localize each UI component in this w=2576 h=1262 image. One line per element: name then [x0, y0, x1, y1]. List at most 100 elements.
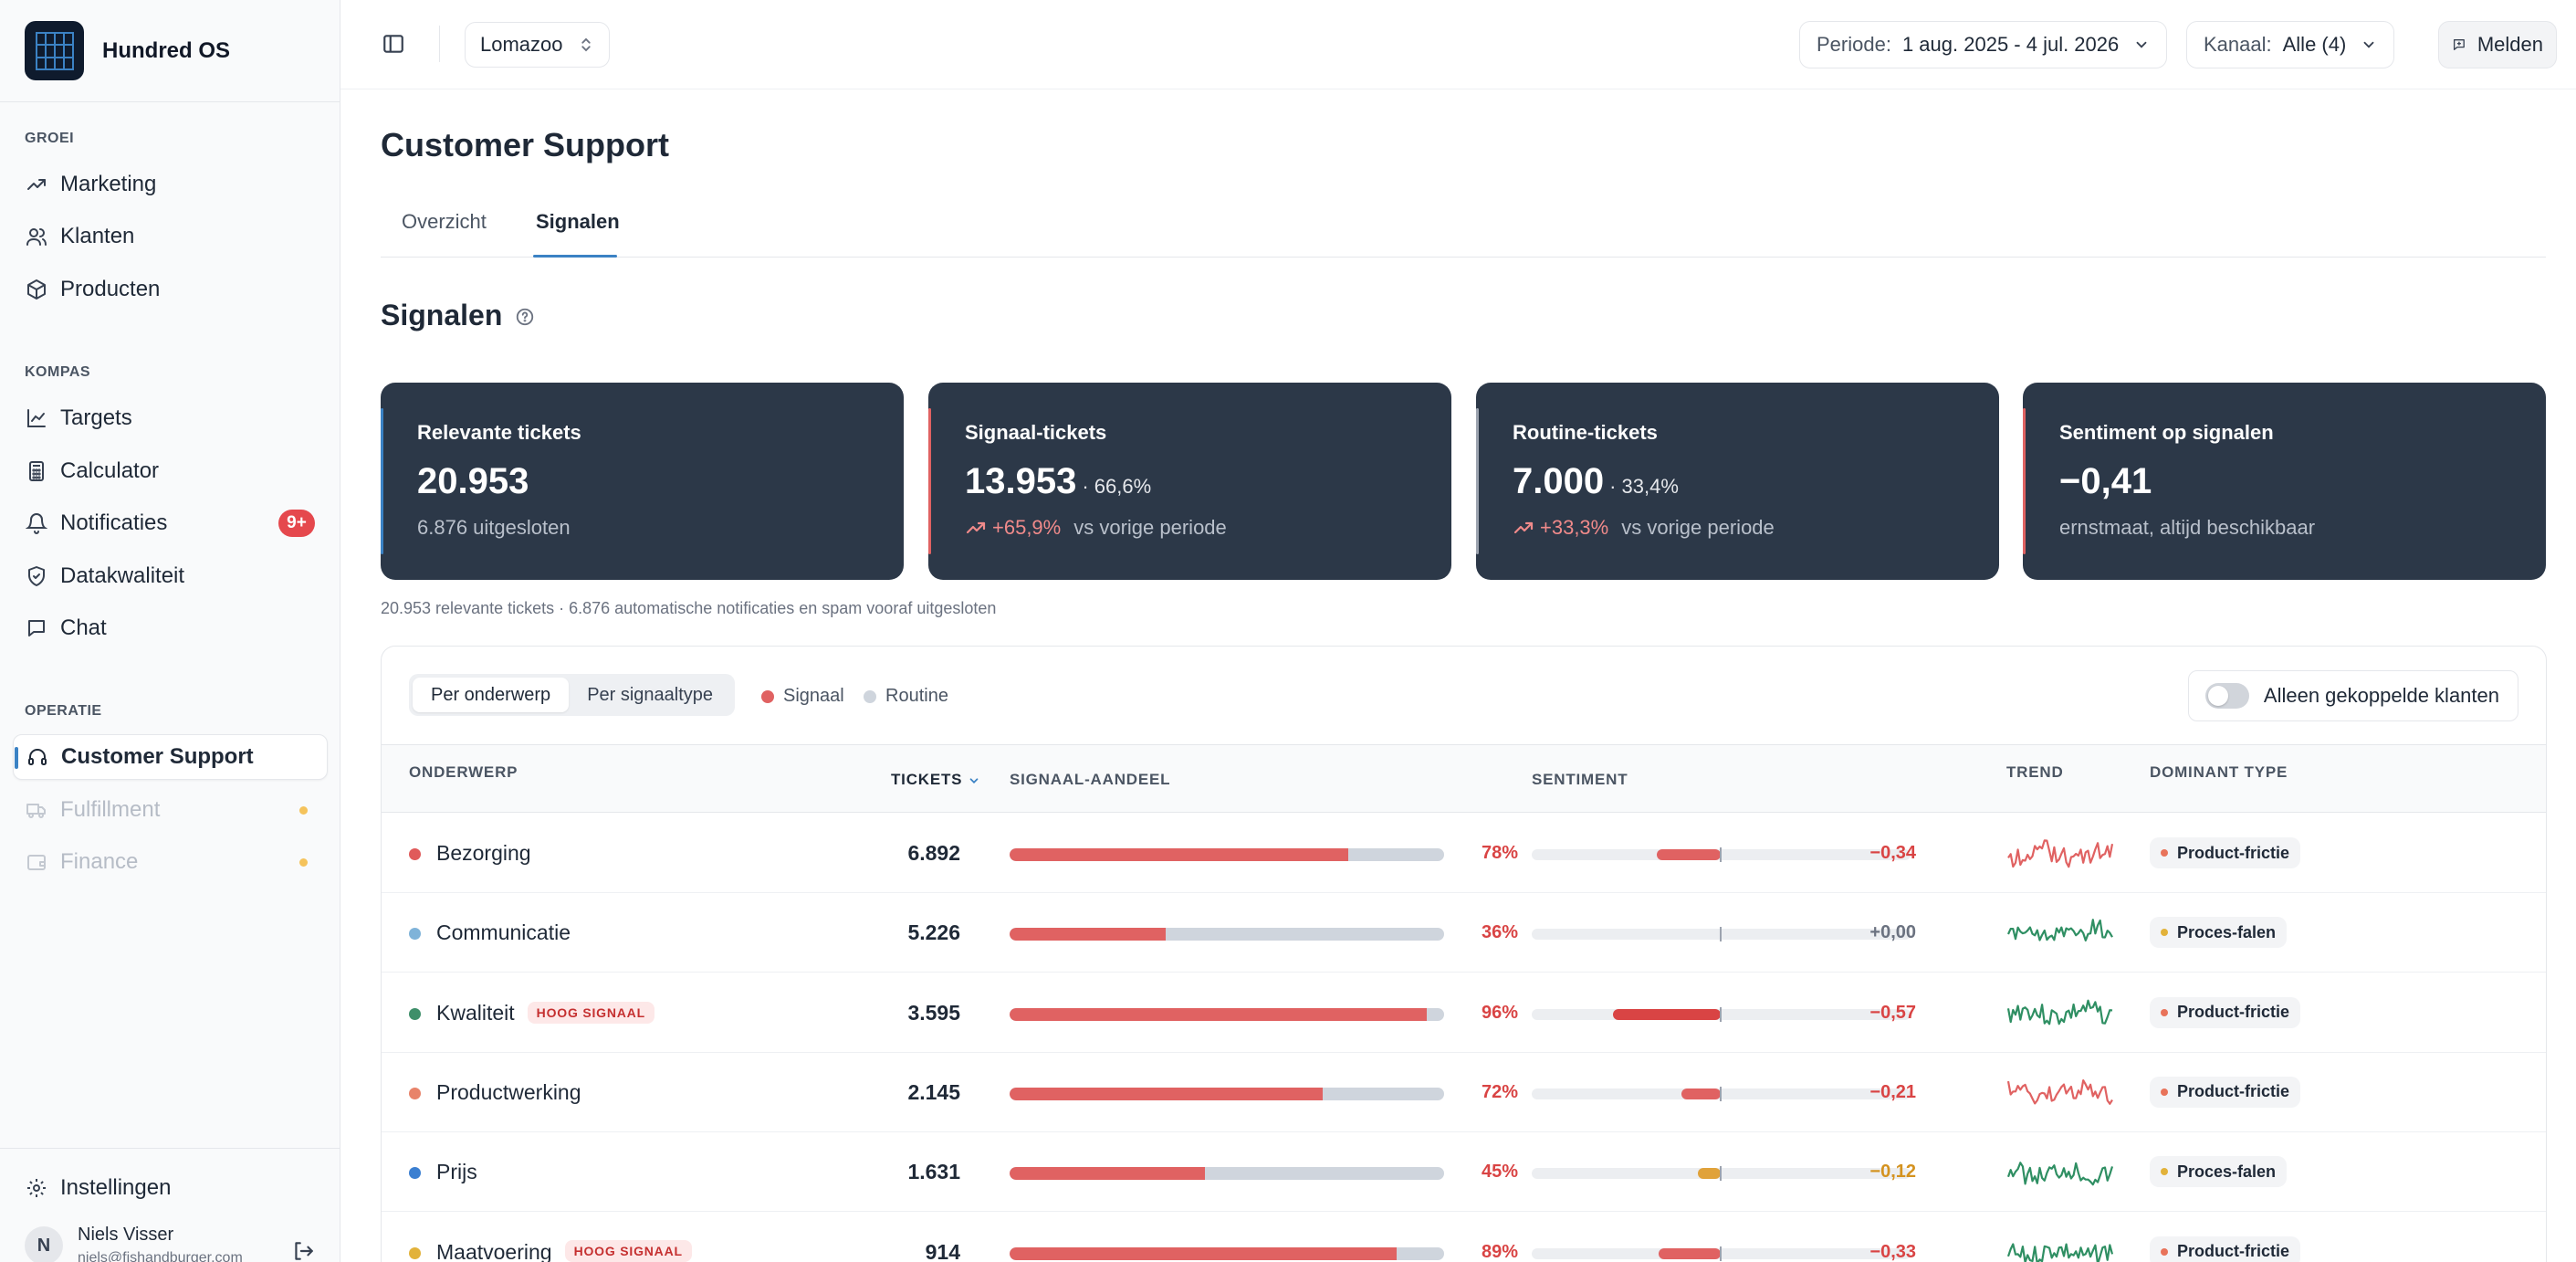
- column-header-sentiment[interactable]: SENTIMENT: [1532, 771, 1628, 788]
- topic-name: Kwaliteit HOOG SIGNAAL: [436, 1001, 654, 1025]
- grid-logo-icon: [35, 31, 74, 70]
- kpi-card-routine-tickets: Routine-tickets 7.000 · 33,4% +33,3% vs v…: [1476, 383, 1999, 580]
- sidebar-toggle-icon[interactable]: [382, 32, 405, 56]
- tab-active-underline: [533, 255, 617, 258]
- sidebar-item-producten[interactable]: Producten: [13, 267, 328, 312]
- logout-icon[interactable]: [291, 1239, 315, 1262]
- ticket-count: 2.145: [907, 1079, 960, 1104]
- sidebar-item-customer-support[interactable]: Customer Support: [13, 734, 328, 780]
- period-filter[interactable]: Periode: 1 aug. 2025 - 4 jul. 2026: [1799, 21, 2168, 68]
- topic-color-dot: [409, 848, 421, 860]
- table-row[interactable]: Productwerking 2.145 72% −0,21 Product-f…: [382, 1053, 2546, 1132]
- sentiment-fill: [1698, 1168, 1721, 1180]
- dominant-type-badge: Product-frictie: [2150, 1236, 2301, 1262]
- sidebar-item-datakwaliteit[interactable]: Datakwaliteit: [13, 553, 328, 599]
- kpi-sub: ernstmaat, altijd beschikbaar: [2059, 516, 2315, 540]
- user-name: Niels Visser: [78, 1225, 174, 1245]
- sentiment-value: −0,12: [1869, 1162, 1916, 1183]
- table-row[interactable]: Communicatie 5.226 36% +0,00 Proces-fale…: [382, 893, 2546, 973]
- trend-line: [2007, 839, 2114, 868]
- type-dot: [2161, 1008, 2168, 1016]
- trending-up-icon: [1513, 521, 1534, 534]
- kpi-card-sentiment: Sentiment op signalen −0,41 ernstmaat, a…: [2023, 383, 2546, 580]
- column-header-signaal-aandeel[interactable]: SIGNAAL-AANDEEL: [1010, 771, 1171, 788]
- tab-signalen[interactable]: Signalen: [536, 210, 620, 233]
- column-header-trend[interactable]: TREND: [2006, 763, 2064, 781]
- channel-value: Alle (4): [2282, 33, 2347, 56]
- sentiment-bar: [1532, 847, 1911, 862]
- column-header-dominant-type[interactable]: DOMINANT TYPE: [2150, 763, 2288, 781]
- topic-label: Maatvoering: [436, 1239, 552, 1262]
- toggle-knob: [2207, 686, 2228, 706]
- signal-share-bar: [1010, 1007, 1444, 1021]
- report-button[interactable]: Melden: [2438, 21, 2557, 68]
- dominant-type-badge: Product-frictie: [2150, 837, 2301, 868]
- signal-share-fill: [1010, 1087, 1323, 1100]
- column-header-tickets[interactable]: TICKETS: [891, 771, 980, 789]
- trend-line: [2006, 1242, 2114, 1262]
- legend-item-routine: Routine: [864, 686, 948, 707]
- workspace-switcher[interactable]: Lomazoo: [465, 22, 610, 68]
- sidebar-item-label: Datakwaliteit: [60, 563, 185, 588]
- table-row[interactable]: Bezorging 6.892 78% −0,34 Product-fricti…: [382, 814, 2546, 893]
- period-label: Periode:: [1817, 33, 1891, 56]
- kpi-sub: +65,9% vs vorige periode: [965, 516, 1227, 540]
- help-icon[interactable]: [515, 307, 535, 327]
- kpi-delta-value: +65,9%: [992, 516, 1062, 539]
- sidebar-item-targets[interactable]: Targets: [13, 395, 328, 441]
- sentiment-zero-line: [1720, 847, 1722, 862]
- signal-share-percent: 89%: [1481, 1241, 1518, 1262]
- column-header-onderwerp[interactable]: ONDERWERP: [409, 763, 518, 781]
- sidebar-item-instellingen[interactable]: Instellingen: [13, 1165, 328, 1211]
- topic-color-dot: [409, 928, 421, 941]
- sidebar-item-klanten[interactable]: Klanten: [13, 214, 328, 259]
- tab-overzicht[interactable]: Overzicht: [402, 210, 487, 233]
- sentiment-zero-line: [1720, 927, 1722, 942]
- kpi-accent: [2023, 408, 2026, 554]
- kpi-sub-text: vs vorige periode: [1621, 516, 1775, 539]
- sentiment-bar: [1532, 1246, 1911, 1261]
- view-per-onderwerp-button[interactable]: Per onderwerp: [413, 678, 570, 712]
- calculator-icon: [29, 461, 44, 481]
- legend-dot: [761, 689, 774, 703]
- table-header: ONDERWERP TICKETS SIGNAAL-AANDEEL SENTIM…: [382, 744, 2546, 813]
- sidebar-item-notificaties[interactable]: Notificaties 9+: [13, 500, 328, 546]
- wallet-icon: [27, 855, 46, 870]
- signal-share-percent: 45%: [1481, 1162, 1518, 1183]
- table-row[interactable]: Prijs 1.631 45% −0,12 Proces-falen: [382, 1132, 2546, 1213]
- kpi-sub: 6.876 uitgesloten: [417, 516, 571, 540]
- sidebar-item-fulfillment[interactable]: Fulfillment: [13, 787, 328, 833]
- sentiment-value: +0,00: [1869, 922, 1916, 943]
- truck-icon: [26, 804, 46, 818]
- kpi-share: · 66,6%: [1082, 475, 1152, 498]
- sidebar-item-marketing[interactable]: Marketing: [13, 162, 328, 207]
- view-switch: Per onderwerp Per signaaltype: [409, 674, 736, 716]
- topic-name: Communicatie: [436, 920, 571, 945]
- kpi-value: 13.953 · 66,6%: [965, 461, 1151, 502]
- view-per-signaaltype-button[interactable]: Per signaaltype: [587, 684, 714, 705]
- sidebar-item-calculator[interactable]: Calculator: [13, 448, 328, 494]
- table-row[interactable]: Maatvoering HOOG SIGNAAL 914 89% −0,33 Pr…: [382, 1213, 2546, 1262]
- message-plus-icon: [2453, 39, 2465, 50]
- sidebar-item-finance[interactable]: Finance: [13, 839, 328, 885]
- channel-filter[interactable]: Kanaal: Alle (4): [2186, 21, 2395, 68]
- signal-share-fill: [1010, 928, 1167, 941]
- sidebar-item-chat[interactable]: Chat: [13, 605, 328, 651]
- kpi-value-number: 20.953: [417, 461, 529, 501]
- kpi-value-number: −0,41: [2059, 461, 2152, 501]
- signal-share-bar: [1010, 1246, 1444, 1260]
- brand[interactable]: Hundred OS: [25, 21, 230, 80]
- linked-customers-toggle[interactable]: Alleen gekoppelde klanten: [2187, 670, 2518, 721]
- sentiment-value: −0,34: [1869, 843, 1916, 863]
- kpi-accent: [381, 408, 383, 554]
- sentiment-bar: [1532, 1086, 1911, 1101]
- toggle-switch[interactable]: [2204, 683, 2249, 709]
- kpi-value-number: 7.000: [1513, 461, 1605, 501]
- sidebar-item-label: Chat: [60, 615, 107, 640]
- kpi-value-number: 13.953: [965, 461, 1077, 501]
- sentiment-zero-line: [1720, 1166, 1722, 1182]
- user-profile[interactable]: N Niels Visser niels@fishandburger.com: [25, 1225, 326, 1262]
- ticket-count: 3.595: [907, 1000, 960, 1025]
- ticket-count: 5.226: [907, 920, 960, 945]
- table-row[interactable]: Kwaliteit HOOG SIGNAAL 3.595 96% −0,57 Pr…: [382, 973, 2546, 1053]
